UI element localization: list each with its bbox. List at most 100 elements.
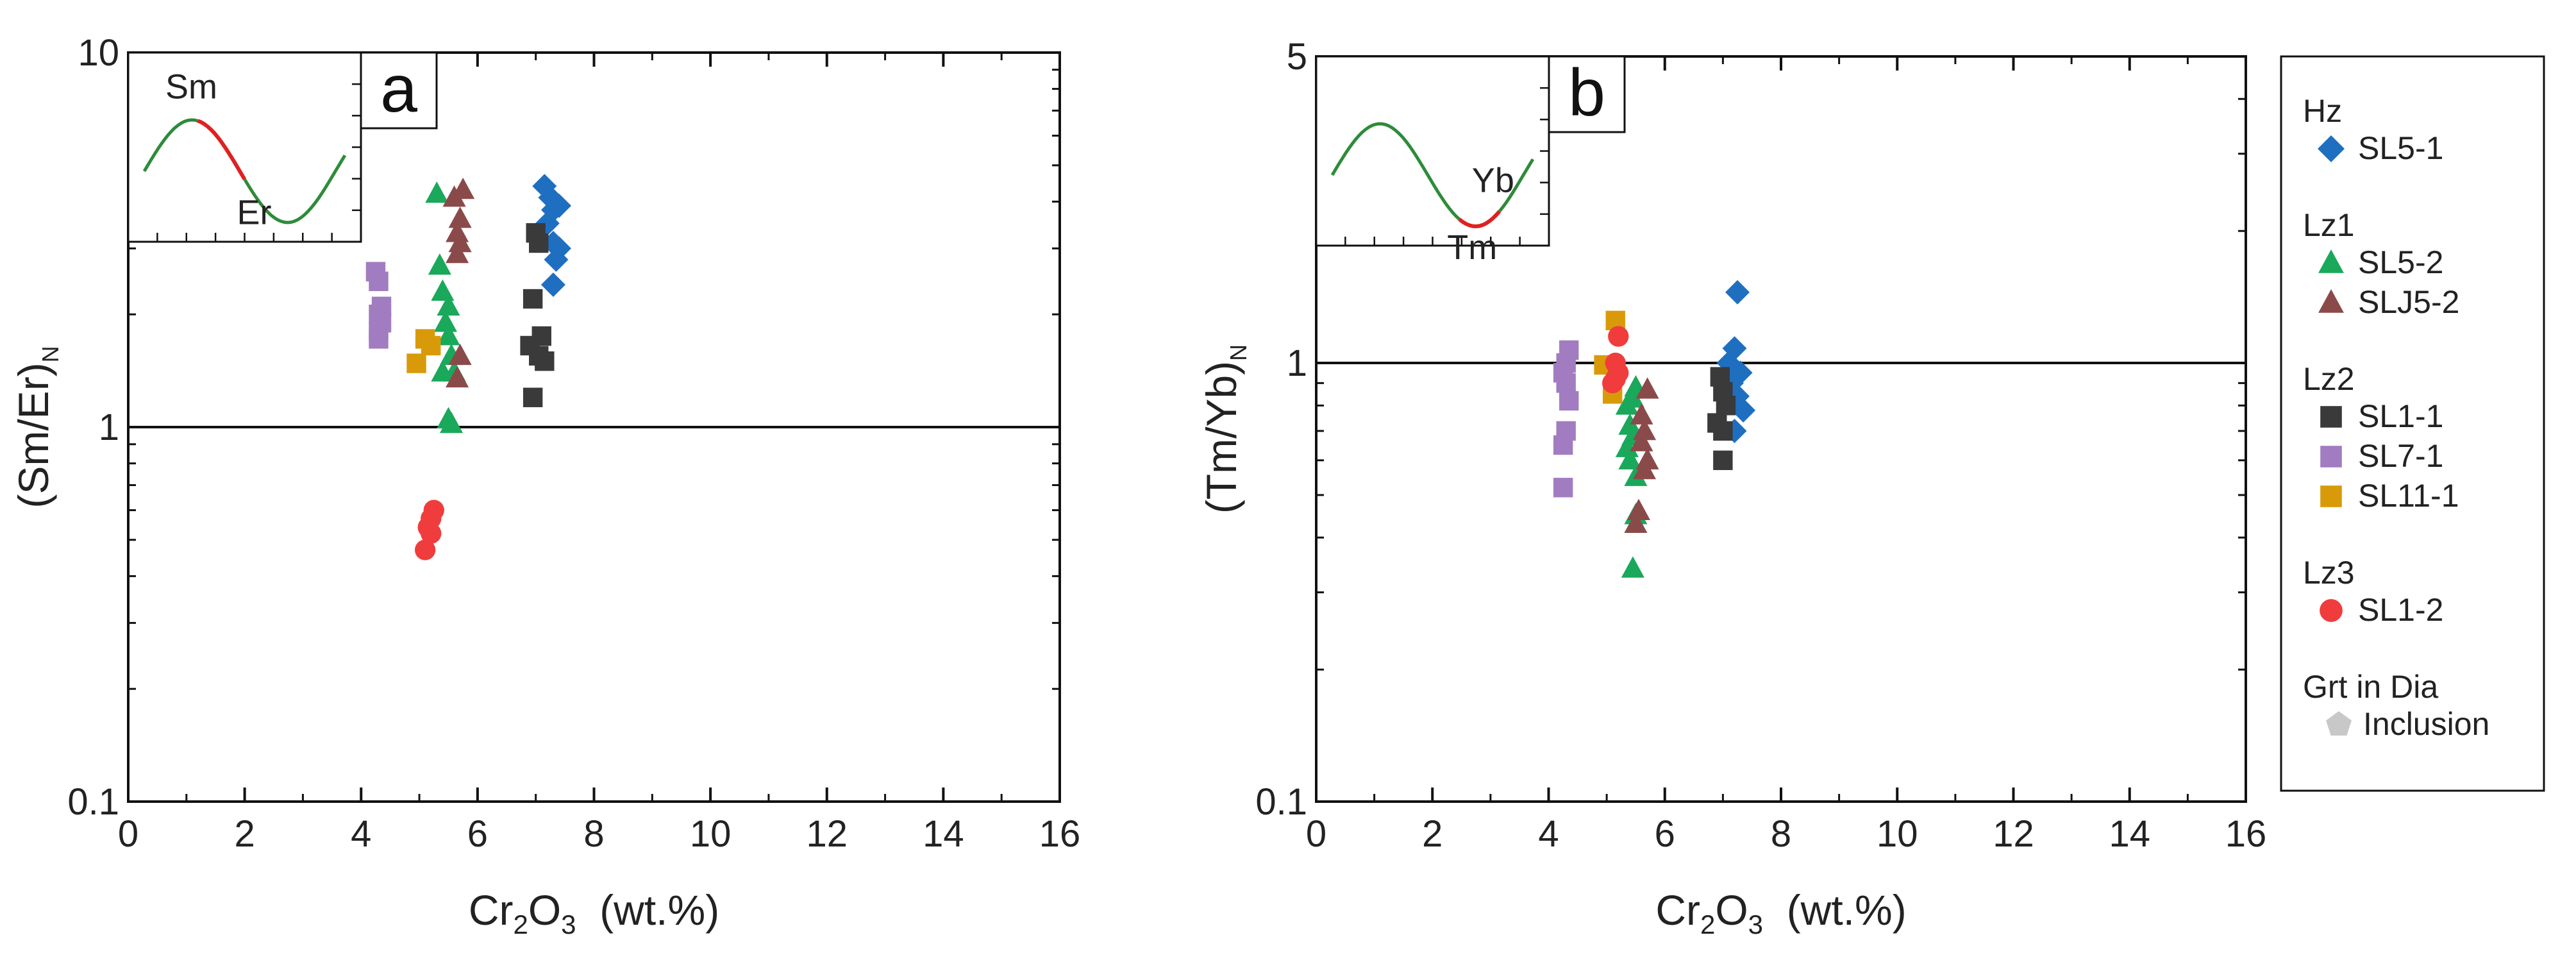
data-point: [529, 233, 549, 253]
data-point: [1635, 377, 1659, 399]
inset-label-right: Er: [237, 194, 272, 232]
x-tick-label: 16: [2225, 813, 2267, 855]
data-point: [446, 366, 469, 388]
panel-letter-box: [360, 51, 438, 130]
data-point: [1556, 373, 1576, 393]
x-axis-title-sub1: 2: [1700, 909, 1715, 939]
data-point: [1716, 396, 1736, 416]
x-tick-label: 14: [2109, 813, 2150, 855]
legend-group-label: Hz: [2303, 93, 2342, 129]
inset-pattern-line: [1498, 158, 1535, 213]
legend-marker: [2320, 599, 2343, 622]
y-tick-label: 0.1: [1255, 781, 1307, 823]
legend-item-label: SL5-1: [2358, 130, 2443, 166]
legend-item-label: SL7-1: [2358, 438, 2443, 474]
panel-letter-box: [1548, 55, 1626, 133]
data-point: [428, 253, 451, 275]
x-tick-label: 12: [806, 813, 848, 855]
data-point: [448, 206, 472, 228]
data-point: [1627, 498, 1651, 520]
x-axis-title: Cr2O3 (wt.%): [1655, 886, 1906, 939]
data-point: [1608, 326, 1629, 347]
data-point: [1621, 556, 1644, 578]
x-tick-label: 12: [1993, 813, 2034, 855]
series-SL11-1: [406, 329, 441, 373]
y-tick-label: 0.1: [67, 781, 119, 823]
x-tick-label: 0: [118, 813, 138, 855]
inset-label-left: Tm: [1447, 228, 1497, 267]
legend-item-label: Inclusion: [2363, 706, 2489, 742]
inset-pattern-line: [1330, 122, 1460, 221]
y-axis-title-sub: N: [1225, 344, 1251, 361]
y-tick-label: 1: [1287, 342, 1307, 384]
panel-letter: a: [380, 52, 417, 126]
data-point: [433, 310, 457, 332]
inset-pattern-line: [243, 154, 347, 224]
legend-marker: [2318, 249, 2344, 273]
legend-item-label: SLJ5-2: [2358, 284, 2459, 320]
legend-marker: [2320, 406, 2342, 428]
data-point: [1632, 458, 1657, 480]
legend-group-label: Lz3: [2303, 555, 2355, 591]
x-axis-title-unit: (wt.%): [576, 886, 720, 934]
y-tick-label: 5: [1287, 36, 1307, 78]
x-tick-label: 0: [1306, 813, 1326, 855]
data-point: [448, 343, 472, 366]
legend-group-label: Grt in Dia: [2303, 669, 2438, 705]
data-point: [1713, 450, 1733, 470]
x-tick-label: 10: [1877, 813, 1918, 855]
data-point: [439, 411, 464, 434]
x-tick-label: 8: [1771, 813, 1791, 855]
data-point: [437, 324, 460, 346]
x-tick-label: 2: [234, 813, 255, 855]
x-tick-label: 6: [1655, 813, 1675, 855]
x-axis-title-sub2: 3: [1748, 909, 1763, 939]
panel-letter: b: [1568, 56, 1605, 130]
y-tick-label: 1: [99, 407, 119, 448]
panel-b: 0 2 4 6 8 10 12 14 16 0.1 1 5 Cr2O3 (wt.%) (Tm/Yb)N Tm…: [1198, 36, 2266, 939]
legend-marker: [2318, 135, 2345, 162]
data-point: [369, 271, 389, 291]
data-point: [547, 193, 572, 218]
data-point: [442, 185, 466, 207]
inset-highlight-line: [1458, 210, 1501, 229]
data-point: [1602, 373, 1623, 394]
x-axis-title-mid: O: [1715, 886, 1748, 934]
series-SL1-1: [1707, 367, 1736, 470]
data-point: [446, 241, 469, 264]
inset-pattern-line: [142, 118, 199, 173]
x-tick-label: 8: [583, 813, 604, 855]
y-axis-title-main: (Tm/Yb): [1198, 361, 1245, 514]
legend-marker: [2320, 446, 2342, 467]
data-point: [1731, 398, 1756, 423]
x-tick-label: 10: [690, 813, 732, 855]
series-SL1-2: [1602, 326, 1629, 394]
legend-group-label: Lz2: [2303, 361, 2355, 397]
y-axis-title-main: (Sm/Er): [10, 362, 57, 508]
inset-highlight-line: [197, 119, 247, 181]
legend-item-label: SL11-1: [2358, 478, 2459, 514]
series-SL5-1: [532, 174, 572, 297]
x-tick-label: 4: [1538, 813, 1559, 855]
legend-item-label: SL1-1: [2358, 398, 2443, 434]
data-point: [1615, 435, 1639, 457]
data-point: [540, 272, 565, 297]
data-point: [1615, 393, 1639, 415]
x-tick-label: 16: [1039, 813, 1081, 855]
data-point: [431, 279, 455, 301]
data-point: [1618, 413, 1642, 435]
data-point: [437, 294, 460, 316]
data-point: [1713, 421, 1733, 441]
series-SLJ5-2: [442, 178, 475, 388]
data-point: [448, 231, 472, 253]
data-point: [1632, 419, 1657, 441]
data-point: [414, 539, 436, 560]
inset-label-left: Sm: [165, 67, 217, 106]
data-point: [1624, 511, 1648, 533]
legend-group-label: Lz1: [2303, 207, 2355, 243]
data-point: [1553, 435, 1573, 455]
series-SL7-1: [365, 262, 392, 349]
series-SLJ5-2: [1624, 377, 1659, 533]
inset-frame: [1315, 55, 1550, 247]
